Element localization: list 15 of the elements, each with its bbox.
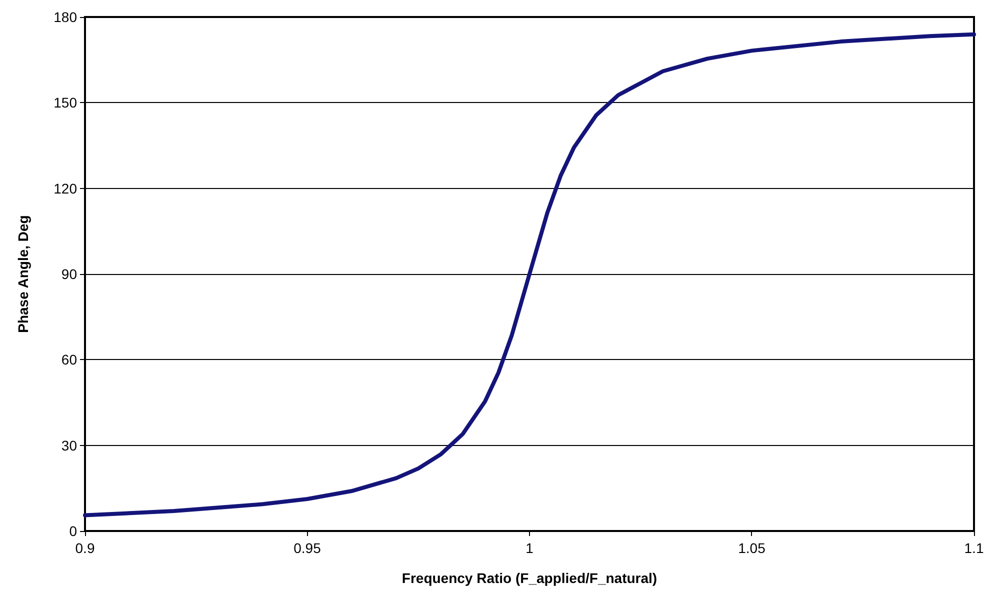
x-tick-label: 1.05	[738, 540, 766, 556]
x-axis-title: Frequency Ratio (F_applied/F_natural)	[402, 570, 658, 586]
y-tick-label: 30	[61, 437, 78, 454]
y-tick-label: 0	[69, 523, 78, 539]
line-series	[83, 32, 976, 518]
y-tick-label: 120	[54, 180, 78, 196]
y-axis-title: Phase Angle, Deg	[15, 215, 31, 333]
x-tick-label: 1	[526, 540, 534, 556]
y-tick-label: 150	[54, 94, 78, 111]
y-tick-label: 180	[54, 9, 78, 25]
x-tick-label: 1.1	[964, 540, 984, 556]
y-tick-label: 60	[61, 352, 78, 368]
y-tick-label: 90	[61, 266, 78, 282]
x-tick-label: 0.9	[75, 540, 95, 556]
x-tick-label: 0.95	[294, 540, 322, 556]
